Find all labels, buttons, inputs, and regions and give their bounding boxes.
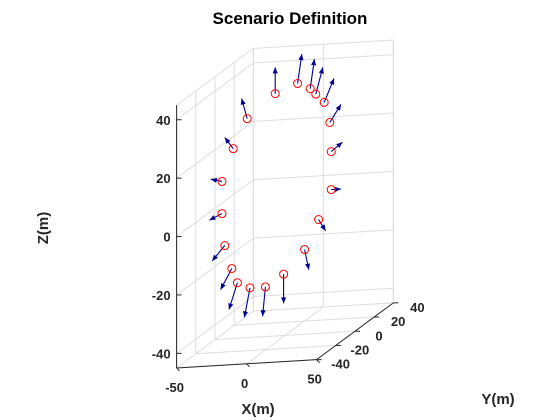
x-tick-mark bbox=[246, 363, 250, 368]
grid-line bbox=[214, 330, 356, 341]
arrow-head bbox=[209, 215, 216, 221]
arrow-head bbox=[305, 263, 311, 270]
position-marker bbox=[217, 176, 227, 186]
arrow-head bbox=[242, 310, 249, 318]
z-axis-label: Z(m) bbox=[35, 212, 52, 245]
arrow-head bbox=[318, 67, 324, 74]
grid-line bbox=[253, 302, 394, 312]
grid-line bbox=[253, 287, 394, 298]
arrow-head bbox=[320, 224, 326, 231]
grid-line bbox=[253, 170, 394, 181]
direction-vectors bbox=[209, 54, 343, 318]
grid-line bbox=[176, 237, 254, 296]
position-marker bbox=[228, 144, 238, 154]
arrow-head bbox=[220, 283, 226, 290]
position-marker bbox=[326, 185, 336, 195]
position-marker bbox=[217, 209, 227, 219]
y-tick-label: 40 bbox=[410, 300, 424, 315]
arrow-head bbox=[240, 98, 246, 106]
position-marker bbox=[242, 114, 252, 124]
x-tick-label: 0 bbox=[241, 376, 248, 391]
arrow-head bbox=[224, 137, 231, 144]
position-marker bbox=[232, 278, 242, 288]
z-tick-label: 40 bbox=[156, 113, 170, 128]
axes bbox=[176, 105, 399, 372]
y-tick-label: -20 bbox=[350, 342, 369, 357]
arrow-head bbox=[334, 186, 341, 192]
position-marker bbox=[245, 283, 255, 293]
position-marker bbox=[270, 89, 280, 99]
arrow-head bbox=[335, 104, 341, 111]
chart-title: Scenario Definition bbox=[213, 9, 368, 28]
arrow-head bbox=[212, 254, 219, 261]
arrow-head bbox=[329, 78, 335, 85]
arrow-head bbox=[310, 59, 317, 66]
z-tick-label: 20 bbox=[156, 171, 170, 186]
x-tick-label: 50 bbox=[307, 372, 321, 387]
x-tick-label: -50 bbox=[165, 380, 184, 395]
y-axis-label: Y(m) bbox=[481, 391, 514, 408]
arrow-head bbox=[336, 142, 343, 149]
position-marker bbox=[325, 118, 335, 128]
position-marker bbox=[293, 79, 303, 89]
position-marker bbox=[220, 241, 230, 251]
arrow-head bbox=[260, 310, 266, 317]
frame-edge bbox=[253, 39, 394, 49]
position-marker bbox=[260, 282, 270, 292]
arrow-head bbox=[281, 297, 287, 304]
arrow-head bbox=[228, 303, 234, 310]
position-marker bbox=[227, 263, 237, 273]
y-tick-label: 0 bbox=[375, 328, 382, 343]
x-tick-mark bbox=[176, 367, 180, 372]
grid-line bbox=[234, 316, 375, 326]
position-markers bbox=[217, 79, 336, 293]
x-axis-label: X(m) bbox=[241, 401, 274, 418]
frame-edge bbox=[176, 47, 254, 106]
position-marker bbox=[319, 97, 329, 107]
grid-lines bbox=[176, 39, 394, 369]
grid-line bbox=[253, 112, 394, 122]
position-marker bbox=[311, 89, 321, 99]
y-tick-label: -40 bbox=[331, 357, 350, 372]
position-marker bbox=[300, 245, 310, 255]
grid-line bbox=[176, 296, 254, 354]
arrow-head bbox=[272, 67, 278, 74]
position-marker bbox=[279, 269, 289, 279]
grid-line bbox=[176, 120, 254, 179]
arrow-head bbox=[298, 54, 304, 61]
z-tick-label: -40 bbox=[152, 346, 171, 361]
z-tick-label: -20 bbox=[152, 288, 171, 303]
grid-line bbox=[253, 54, 394, 64]
grid-line bbox=[176, 179, 254, 237]
position-marker bbox=[326, 147, 336, 157]
z-tick-label: 0 bbox=[163, 230, 170, 245]
grid-line bbox=[195, 344, 336, 355]
position-marker bbox=[305, 84, 315, 94]
grid-line bbox=[176, 62, 254, 121]
y-tick-label: 20 bbox=[391, 314, 405, 329]
position-marker bbox=[314, 215, 324, 225]
arrow-head bbox=[210, 177, 218, 183]
grid-line bbox=[253, 229, 394, 239]
